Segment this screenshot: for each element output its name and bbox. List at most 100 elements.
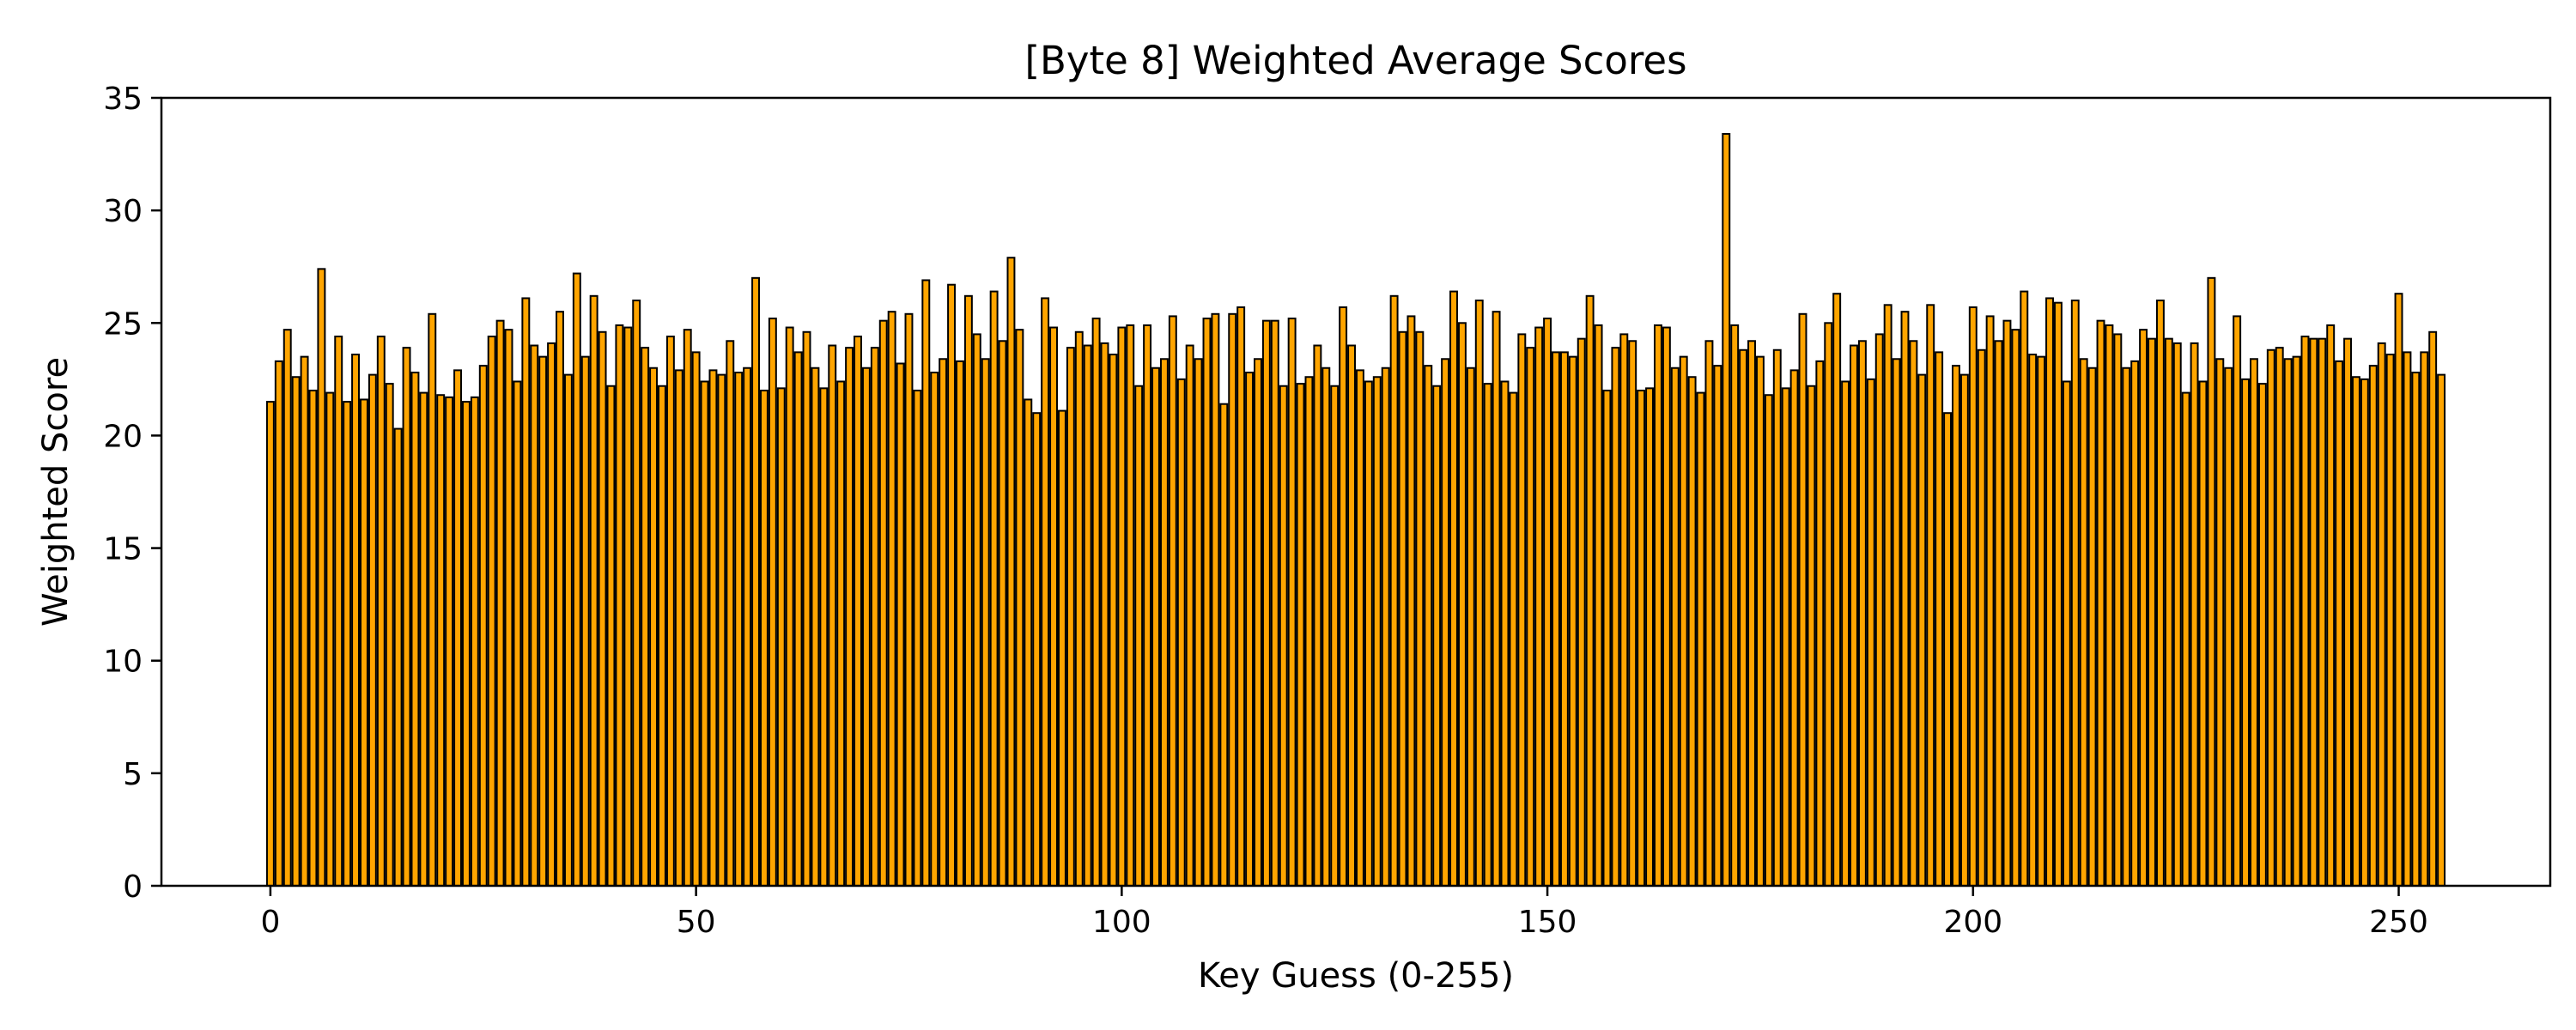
- bar: [538, 355, 548, 887]
- bar: [1926, 304, 1935, 887]
- bar: [334, 336, 343, 887]
- bar: [2275, 347, 2284, 887]
- bar: [410, 371, 420, 887]
- bar: [1559, 351, 1569, 887]
- bar: [1296, 383, 1305, 888]
- bar: [2411, 371, 2421, 887]
- bar: [1952, 365, 1960, 887]
- bar: [1066, 347, 1075, 887]
- x-tick-label: 150: [1518, 905, 1577, 940]
- bar: [1091, 318, 1101, 888]
- bar: [2011, 329, 2020, 887]
- bar: [2198, 380, 2208, 888]
- bar: [521, 297, 531, 887]
- bar: [487, 336, 496, 887]
- bar: [283, 329, 292, 887]
- bar: [1304, 376, 1314, 888]
- bar: [547, 342, 556, 887]
- bar: [291, 376, 301, 888]
- bar: [1943, 412, 1953, 887]
- bar: [274, 360, 283, 887]
- bar: [1339, 306, 1348, 887]
- bar: [2335, 360, 2344, 887]
- bar: [819, 387, 829, 888]
- bar: [1279, 385, 1288, 888]
- bar: [1772, 348, 1782, 887]
- bar: [589, 294, 598, 887]
- bar: [1202, 318, 1212, 888]
- bar: [921, 279, 931, 887]
- bar: [776, 387, 786, 888]
- bar: [1049, 326, 1058, 887]
- bar: [1755, 355, 1765, 887]
- bar: [632, 300, 641, 887]
- bar: [674, 369, 683, 887]
- bar: [343, 401, 352, 887]
- bar: [1637, 389, 1646, 888]
- bar: [265, 401, 275, 887]
- bar: [1415, 330, 1425, 887]
- bar: [2215, 358, 2225, 887]
- bar: [1747, 340, 1756, 887]
- bar: [1381, 367, 1390, 887]
- bar: [1100, 342, 1109, 887]
- bar: [1245, 371, 1255, 887]
- bar: [751, 276, 760, 887]
- bar: [1126, 324, 1135, 888]
- bar: [504, 329, 513, 887]
- bar: [2155, 300, 2165, 887]
- bar: [1364, 380, 1373, 888]
- bar: [419, 391, 428, 887]
- bar: [2190, 342, 2199, 887]
- bar: [376, 336, 386, 887]
- bar: [1347, 344, 1357, 887]
- x-tick-label: 50: [677, 905, 716, 940]
- bar: [1449, 290, 1458, 887]
- bar: [828, 344, 837, 887]
- x-tick-label: 0: [260, 905, 280, 940]
- bar: [2037, 355, 2046, 887]
- y-axis-label: Weighted Score: [36, 357, 76, 627]
- bar: [2250, 358, 2258, 887]
- bar: [1815, 360, 1825, 887]
- bar: [734, 371, 744, 887]
- bar: [2139, 329, 2148, 887]
- bar: [1585, 294, 1595, 887]
- bar: [1900, 311, 1910, 888]
- bar: [1730, 324, 1740, 888]
- bar: [1628, 340, 1637, 887]
- bar: [708, 369, 718, 887]
- bar: [743, 367, 752, 887]
- bar: [393, 427, 403, 887]
- bar: [2002, 319, 2012, 888]
- bar: [1389, 294, 1399, 887]
- bar: [1424, 365, 1433, 887]
- bar: [2181, 391, 2190, 887]
- bar: [1109, 354, 1118, 887]
- bar: [1977, 348, 1986, 887]
- bar: [956, 360, 964, 887]
- bar: [1534, 326, 1544, 887]
- bar: [1254, 358, 1262, 887]
- bar: [963, 294, 973, 887]
- bar: [2207, 276, 2216, 887]
- bar: [1704, 340, 1714, 887]
- y-tick-label: 25: [103, 306, 143, 342]
- bar: [981, 358, 990, 887]
- bar: [2130, 360, 2140, 887]
- bar: [2096, 319, 2105, 888]
- bar: [2105, 324, 2114, 888]
- bar: [1619, 333, 1629, 887]
- y-tick-label: 30: [103, 194, 143, 229]
- bar: [870, 347, 879, 887]
- bar: [1959, 373, 1969, 887]
- bar: [665, 336, 675, 887]
- bar: [1722, 132, 1731, 888]
- bar: [726, 340, 735, 887]
- bar: [368, 373, 377, 887]
- bar: [2385, 354, 2395, 887]
- bar: [325, 391, 335, 887]
- bar: [1083, 344, 1092, 887]
- bar: [1543, 318, 1552, 888]
- bar: [1041, 297, 1050, 887]
